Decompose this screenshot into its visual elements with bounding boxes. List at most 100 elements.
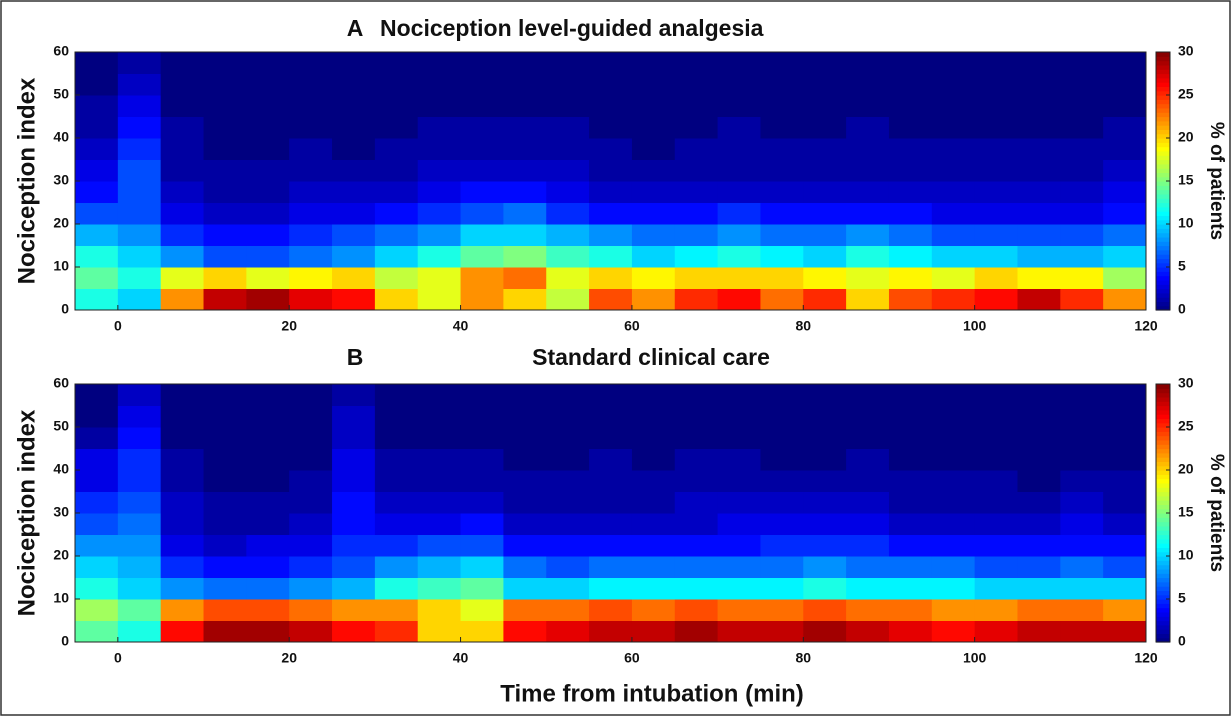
heatmap-cell [803,577,847,600]
heatmap-cell [846,384,890,406]
colorbar-segment [1156,616,1170,622]
heatmap-cell [417,159,462,182]
heatmap-cell [931,427,976,449]
heatmap-cell [75,556,119,578]
x-tick-label: 0 [114,650,122,666]
heatmap-cell [374,470,419,492]
heatmap-cell [760,73,804,96]
heatmap-cell [888,599,933,621]
colorbar-segment [1156,521,1170,527]
colorbar-segment [1156,495,1170,501]
heatmap-cell [160,116,205,139]
colorbar-segment [1156,245,1170,251]
heatmap-cell [417,620,462,643]
heatmap-cell [374,224,419,246]
heatmap-cell [1060,52,1104,74]
heatmap-cell [460,448,504,471]
heatmap-cell [75,267,119,289]
colorbar-segment [1156,422,1170,428]
heatmap-cell [117,116,162,139]
heatmap-cell [75,288,119,311]
heatmap-cell [888,202,933,225]
heatmap-cell [503,159,547,182]
heatmap-cell [974,448,1018,471]
colorbar-segment [1156,594,1170,600]
heatmap-cell [117,599,162,621]
heatmap-cell [1103,384,1147,406]
heatmap-cell [160,245,205,268]
heatmap-cell [246,620,290,643]
heatmap-cell [332,470,376,492]
x-tick-label: 40 [453,318,469,334]
heatmap-cell [289,534,333,557]
heatmap-cell [1103,427,1147,449]
heatmap-cell [203,116,247,139]
heatmap-cell [289,470,333,492]
heatmap-cell [846,288,890,311]
heatmap-cell [717,267,761,289]
heatmap-cell [460,599,504,621]
heatmap-cell [631,138,676,160]
heatmap-cell [417,267,462,289]
colorbar-segment [1156,198,1170,204]
colorbar-segment [1156,607,1170,613]
heatmap-cell [546,491,590,514]
colorbar-tick-label: 10 [1178,215,1194,231]
colorbar-segment [1156,599,1170,604]
heatmap-cell [846,534,890,557]
heatmap-cell [846,599,890,621]
heatmap-cell [546,52,590,74]
heatmap-cell [374,427,419,449]
y-tick-label: 50 [53,418,69,434]
colorbar-segment [1156,457,1170,462]
heatmap-cell [546,599,590,621]
heatmap-cell [931,52,976,74]
heatmap-cell [417,245,462,268]
x-tick-label: 100 [963,318,987,334]
heatmap-cell [974,599,1018,621]
heatmap-cell [974,52,1018,74]
heatmap-cell [888,577,933,600]
heatmap-cell [888,448,933,471]
heatmap-cell [717,384,761,406]
heatmap-cell [117,73,162,96]
heatmap-cell [589,181,633,203]
heatmap-cell [717,470,761,492]
colorbar-tick-label: 25 [1178,86,1194,102]
heatmap-cell [974,491,1018,514]
colorbar-segment [1156,431,1170,437]
heatmap-cell [631,181,676,203]
heatmap-cell [332,491,376,514]
heatmap-cell [160,138,205,160]
heatmap-cell [846,556,890,578]
heatmap-cell [589,448,633,471]
heatmap-cell [460,95,504,117]
heatmap-cell [760,470,804,492]
colorbar-segment [1156,69,1170,75]
heatmap-cell [203,427,247,449]
x-tick-label: 100 [963,650,987,666]
heatmap-cell [931,470,976,492]
heatmap-cell [589,577,633,600]
heatmap-cell [589,138,633,160]
heatmap-cell [974,470,1018,492]
heatmap-cell [117,405,162,428]
colorbar-segment [1156,189,1170,195]
colorbar-segment [1156,168,1170,173]
heatmap-cell [503,620,547,643]
colorbar-segment [1156,534,1170,540]
heatmap-cell [931,577,976,600]
heatmap-cell [246,224,290,246]
colorbar-segment [1156,556,1170,561]
heatmap-cell [631,52,676,74]
y-tick-label: 20 [53,547,69,563]
panel-label: A [347,15,364,41]
colorbar-segment [1156,138,1170,143]
heatmap-cell [589,73,633,96]
colorbar-segment [1156,90,1170,96]
colorbar-segment [1156,120,1170,126]
colorbar-segment [1156,181,1170,186]
heatmap-cell [1017,288,1061,311]
heatmap-cell [117,556,162,578]
heatmap-cell [1060,159,1104,182]
